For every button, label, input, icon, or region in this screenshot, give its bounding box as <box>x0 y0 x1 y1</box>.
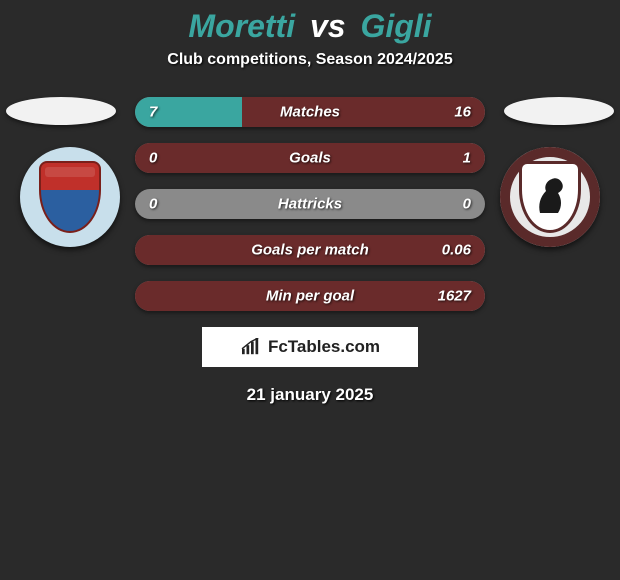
page-title: Moretti vs Gigli <box>0 8 620 45</box>
player2-slot-oval <box>504 97 614 125</box>
stat-value-left: 7 <box>149 104 157 121</box>
stat-value-right: 0.06 <box>442 242 471 259</box>
stat-label: Min per goal <box>266 288 354 305</box>
stat-label: Goals <box>289 150 331 167</box>
stat-value-right: 0 <box>463 196 471 213</box>
horse-icon <box>532 175 568 215</box>
subtitle: Club competitions, Season 2024/2025 <box>0 51 620 69</box>
player1-slot-oval <box>6 97 116 125</box>
player1-name: Moretti <box>188 8 295 44</box>
stat-label: Matches <box>280 104 340 121</box>
stat-value-right: 16 <box>454 104 471 121</box>
stat-row: 0 0 Hattricks <box>135 189 485 219</box>
stat-row: 7 16 Matches <box>135 97 485 127</box>
comparison-area: 7 16 Matches 0 1 Goals 0 0 Hattricks 0.06 Goals pe… <box>0 97 620 311</box>
player2-name: Gigli <box>360 8 431 44</box>
stat-label: Goals per match <box>251 242 369 259</box>
stat-value-left: 0 <box>149 196 157 213</box>
stat-label: Hattricks <box>278 196 342 213</box>
brand-text: FcTables.com <box>268 337 380 357</box>
shield-icon <box>39 161 101 233</box>
player1-club-crest <box>20 147 120 247</box>
brand-badge: FcTables.com <box>202 327 418 367</box>
stat-value-left: 0 <box>149 150 157 167</box>
stat-row: 0.06 Goals per match <box>135 235 485 265</box>
stat-value-right: 1 <box>463 150 471 167</box>
stat-row: 1627 Min per goal <box>135 281 485 311</box>
infographic-root: Moretti vs Gigli Club competitions, Seas… <box>0 0 620 405</box>
date-text: 21 january 2025 <box>0 385 620 405</box>
stat-bars: 7 16 Matches 0 1 Goals 0 0 Hattricks 0.06 Goals pe… <box>135 97 485 311</box>
vs-text: vs <box>310 8 346 44</box>
bar-chart-icon <box>240 338 262 356</box>
stat-value-right: 1627 <box>438 288 471 305</box>
stat-row: 0 1 Goals <box>135 143 485 173</box>
stat-fill-right <box>242 97 485 127</box>
player2-club-crest <box>500 147 600 247</box>
